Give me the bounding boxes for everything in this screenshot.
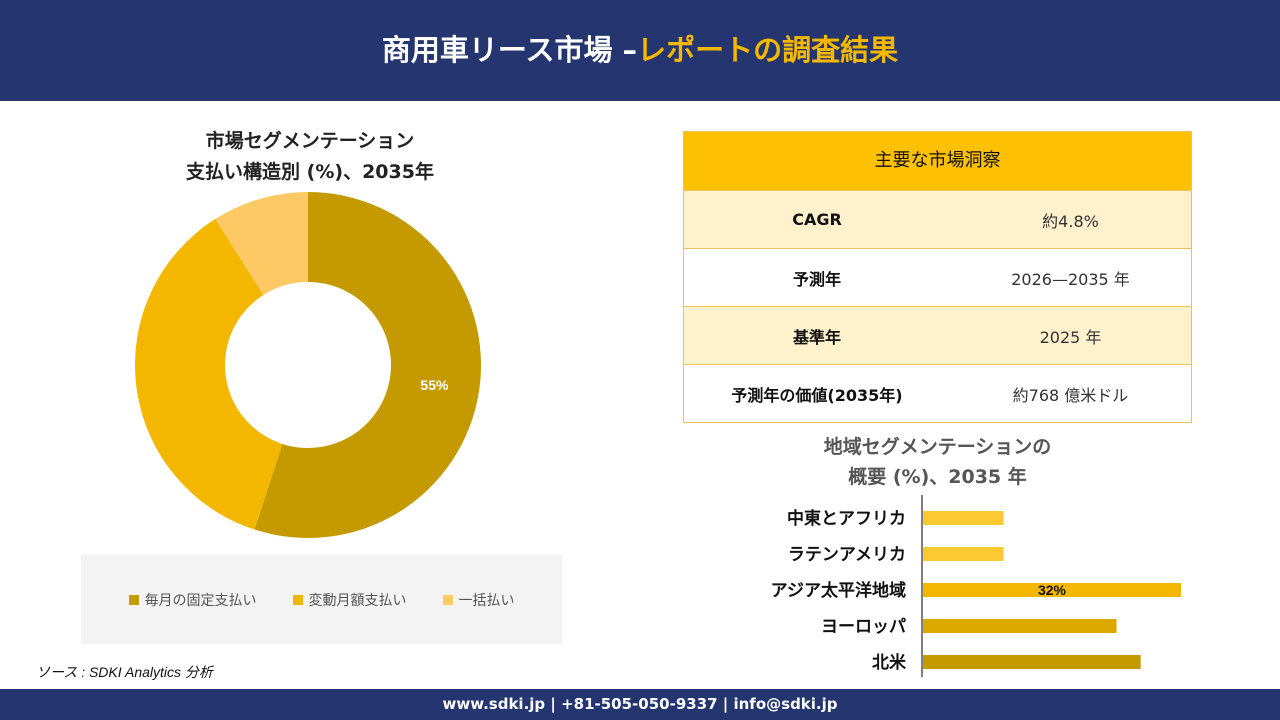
bar-data-label: 32% <box>1038 582 1067 598</box>
legend-label: 変動月額支払い <box>308 592 407 609</box>
legend-swatch <box>292 594 303 605</box>
bar-category-label: ヨーロッパ <box>821 617 906 637</box>
insights-label: 予測年 <box>792 269 841 289</box>
donut-slice <box>254 192 481 538</box>
title-main: 商用車リース市場 – <box>381 33 638 67</box>
bar-chart-title: 地域セグメンテーションの 概要 (%)、2035 年 <box>700 432 1175 492</box>
donut-data-label: 55% <box>420 377 449 393</box>
bar-title-line2: 概要 (%)、2035 年 <box>848 466 1027 488</box>
legend-item: 一括払い <box>442 590 515 610</box>
title-accent: レポートの調査結果 <box>637 33 899 67</box>
legend-label: 一括払い <box>458 592 515 609</box>
insights-row-cagr: CAGR 約4.8% <box>684 190 1191 248</box>
bar-mark <box>923 511 1004 525</box>
donut-chart-title: 市場セグメンテーション 支払い構造別 (%)、2035年 <box>80 126 540 188</box>
donut-title-line2: 支払い構造別 (%)、2035年 <box>186 161 434 183</box>
insights-label: 基準年 <box>792 327 841 347</box>
insights-value: 約768 億米ドル <box>1012 385 1129 405</box>
footer-contact: www.sdki.jp | +81-505-050-9337 | info@sd… <box>442 695 838 713</box>
source-note: ソース : SDKI Analytics 分析 <box>36 664 213 680</box>
page-title: 商用車リース市場 –レポートの調査結果 <box>0 0 1280 101</box>
donut-legend: 毎月の固定支払い 変動月額支払い 一括払い <box>81 555 562 644</box>
insights-label: CAGR <box>792 210 842 229</box>
insights-value: 2026—2035 年 <box>1011 269 1130 289</box>
bar-category-label: 北米 <box>872 652 907 673</box>
insights-label: 予測年の価値(2035年) <box>731 385 903 405</box>
insights-value: 約4.8% <box>1042 211 1099 231</box>
bar-title-line1: 地域セグメンテーションの <box>823 436 1052 458</box>
bar-mark <box>923 655 1141 669</box>
header-bar: 商用車リース市場 –レポートの調査結果 <box>0 0 1280 101</box>
footer-bar: www.sdki.jp | +81-505-050-9337 | info@sd… <box>0 689 1280 720</box>
legend-item: 変動月額支払い <box>292 590 407 610</box>
insights-row-base-year: 基準年 2025 年 <box>684 306 1191 364</box>
bar-category-label: アジア太平洋地域 <box>771 580 906 601</box>
insights-value: 2025 年 <box>1039 327 1102 347</box>
legend-swatch <box>128 594 139 605</box>
bar-mark <box>923 547 1004 561</box>
donut-slice <box>215 192 308 295</box>
bar-category-label: ラテンアメリカ <box>788 545 906 565</box>
insights-row-forecast-value: 予測年の価値(2035年) 約768 億米ドル <box>684 364 1191 422</box>
key-insights-table: 主要な市場洞察 CAGR 約4.8% 予測年 2026—2035 年 基準年 2… <box>683 131 1192 423</box>
bar-mark <box>923 583 1181 597</box>
legend-label: 毎月の固定支払い <box>144 592 257 609</box>
donut-slice <box>135 218 283 530</box>
insights-row-forecast-year: 予測年 2026—2035 年 <box>684 248 1191 306</box>
bar-mark <box>923 619 1117 633</box>
legend-item: 毎月の固定支払い <box>128 590 257 610</box>
insights-heading: 主要な市場洞察 <box>684 132 1191 190</box>
donut-title-line1: 市場セグメンテーション <box>205 130 415 152</box>
bar-category-label: 中東とアフリカ <box>787 508 906 529</box>
legend-swatch <box>442 594 453 605</box>
donut-chart: 55% <box>135 192 481 538</box>
